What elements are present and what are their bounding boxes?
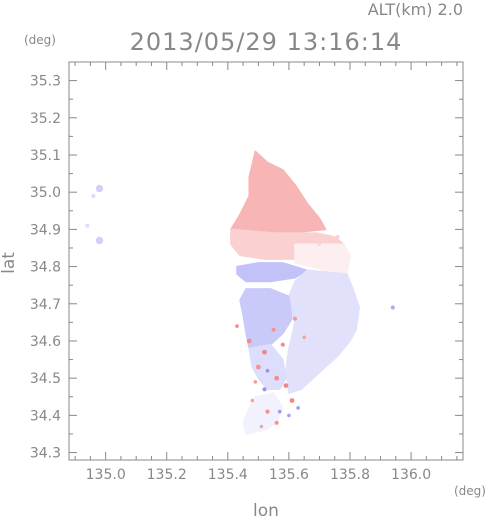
y-tick-label: 34.3 — [30, 446, 61, 462]
echo-cell-positive — [259, 424, 264, 429]
x-axis-title: lon — [253, 501, 279, 521]
echo-cell-positive — [317, 242, 322, 247]
echo-cell-negative — [265, 368, 270, 373]
echo-cell-negative — [277, 409, 282, 414]
y-tick-label: 34.6 — [30, 334, 61, 350]
x-tick-label: 135.0 — [86, 467, 126, 483]
axes: 135.0 135.2 135.4 135.6 135.8 136.0 34.3 34.4 34… — [30, 61, 464, 483]
y-tick-label: 34.7 — [30, 297, 61, 313]
chart-title: 2013/05/29 13:16:14 — [130, 28, 403, 56]
echo-cell-negative — [287, 413, 291, 418]
x-tick-label: 135.8 — [330, 467, 370, 483]
y-axis-title: lat — [0, 252, 19, 274]
echo-cell-positive — [283, 383, 289, 388]
y-tick-label: 35.3 — [30, 74, 61, 90]
x-tick-label: 135.2 — [147, 467, 187, 483]
y-tick-label: 34.9 — [30, 222, 61, 238]
y-tick-label: 35.0 — [30, 185, 61, 201]
echo-cell-positive — [271, 327, 276, 332]
echo-cell-negative — [95, 236, 104, 245]
echo-cell-negative — [296, 406, 300, 410]
echo-cell-positive — [292, 316, 298, 321]
y-tick-label: 34.4 — [30, 408, 61, 424]
y-tick-label: 35.1 — [30, 148, 61, 164]
echo-region-negative — [242, 392, 284, 435]
echo-cell-positive — [302, 335, 307, 340]
echo-cell-positive — [265, 409, 270, 414]
echo-cell-negative — [91, 193, 96, 198]
echo-cell-positive — [250, 398, 255, 403]
echo-cell-negative — [262, 387, 267, 392]
radar-echo-cells — [85, 184, 395, 429]
y-unit-label: (deg) — [24, 33, 56, 47]
echo-cell-positive — [253, 380, 258, 384]
x-tick-label: 135.4 — [208, 467, 248, 483]
x-unit-label: (deg) — [454, 484, 486, 498]
echo-cell-positive — [336, 235, 340, 239]
y-tick-label: 34.5 — [30, 371, 61, 387]
x-tick-label: 136.0 — [391, 467, 431, 483]
echo-cell-positive — [235, 324, 239, 328]
echo-region-negative — [285, 269, 360, 394]
echo-region-positive — [230, 150, 327, 234]
echo-cell-positive — [280, 342, 285, 347]
radar-echo-layer — [230, 150, 360, 435]
echo-cell-positive — [256, 364, 261, 370]
echo-cell-positive — [246, 338, 252, 344]
echo-cell-negative — [390, 305, 395, 310]
echo-cell-positive — [289, 398, 295, 403]
echo-region-negative — [236, 262, 308, 283]
plot-frame — [68, 61, 464, 461]
echo-cell-negative — [95, 184, 104, 193]
echo-cell-negative — [85, 223, 90, 228]
echo-cell-positive — [274, 420, 279, 425]
x-tick-label: 135.6 — [269, 467, 309, 483]
altitude-label: ALT(km) 2.0 — [368, 0, 463, 19]
echo-cell-positive — [274, 375, 280, 381]
y-tick-label: 35.2 — [30, 111, 61, 127]
y-tick-label: 34.8 — [30, 260, 61, 276]
echo-cell-positive — [262, 349, 267, 355]
